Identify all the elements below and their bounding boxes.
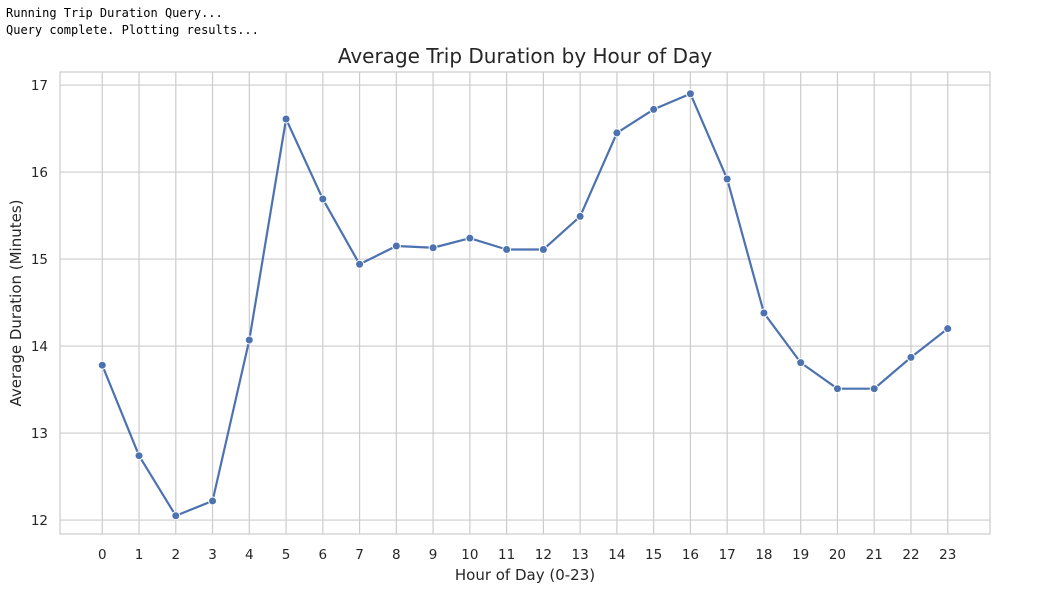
x-tick-label: 14 bbox=[608, 547, 625, 563]
data-point bbox=[281, 114, 291, 124]
data-point bbox=[575, 211, 585, 221]
data-point bbox=[722, 174, 732, 184]
data-point bbox=[649, 104, 659, 114]
x-tick-label: 1 bbox=[135, 547, 144, 563]
y-axis-label: Average Duration (Minutes) bbox=[7, 199, 25, 406]
data-point bbox=[869, 384, 879, 394]
y-tick-label: 13 bbox=[31, 426, 48, 442]
x-tick-label: 8 bbox=[392, 547, 401, 563]
y-tick-label: 14 bbox=[31, 339, 48, 355]
y-tick-label: 17 bbox=[31, 78, 48, 94]
x-tick-label: 17 bbox=[719, 547, 736, 563]
x-tick-label: 9 bbox=[429, 547, 438, 563]
x-tick-label: 6 bbox=[319, 547, 328, 563]
data-point bbox=[502, 244, 512, 254]
data-point bbox=[685, 89, 695, 99]
x-tick-label: 21 bbox=[866, 547, 883, 563]
x-tick-label: 0 bbox=[98, 547, 107, 563]
y-tick-label: 16 bbox=[31, 165, 48, 181]
x-tick-label: 11 bbox=[498, 547, 515, 563]
data-point bbox=[612, 128, 622, 138]
x-tick-label: 10 bbox=[461, 547, 478, 563]
x-tick-label: 12 bbox=[535, 547, 552, 563]
x-tick-label: 19 bbox=[792, 547, 809, 563]
grid-layer bbox=[60, 72, 990, 534]
data-point bbox=[428, 243, 438, 253]
data-point bbox=[97, 360, 107, 370]
x-tick-label: 4 bbox=[245, 547, 254, 563]
x-tick-label: 3 bbox=[208, 547, 217, 563]
chart-title: Average Trip Duration by Hour of Day bbox=[338, 44, 713, 68]
x-tick-label: 15 bbox=[645, 547, 662, 563]
x-tick-label: 16 bbox=[682, 547, 699, 563]
x-tick-label: 18 bbox=[755, 547, 772, 563]
series-layer bbox=[97, 89, 953, 521]
data-point bbox=[318, 194, 328, 204]
data-point bbox=[391, 241, 401, 251]
y-tick-label: 12 bbox=[31, 513, 48, 529]
data-point bbox=[759, 308, 769, 318]
x-tick-label: 5 bbox=[282, 547, 291, 563]
x-tick-label: 20 bbox=[829, 547, 846, 563]
data-point bbox=[208, 496, 218, 506]
data-point bbox=[796, 358, 806, 368]
data-point bbox=[538, 244, 548, 254]
x-tick-label: 7 bbox=[355, 547, 364, 563]
data-point bbox=[465, 233, 475, 243]
console-output: Running Trip Duration Query... Query comp… bbox=[6, 5, 259, 39]
x-tick-label: 23 bbox=[939, 547, 956, 563]
x-tick-label: 13 bbox=[572, 547, 589, 563]
console-line: Running Trip Duration Query... bbox=[6, 6, 223, 20]
data-point bbox=[355, 259, 365, 269]
data-point bbox=[943, 324, 953, 334]
x-tick-label: 2 bbox=[171, 547, 180, 563]
x-axis-label: Hour of Day (0-23) bbox=[455, 566, 595, 584]
data-point bbox=[906, 352, 916, 362]
data-point bbox=[171, 511, 181, 521]
data-point bbox=[244, 335, 254, 345]
y-tick-label: 15 bbox=[31, 252, 48, 268]
series-line bbox=[101, 92, 949, 517]
x-tick-label: 22 bbox=[902, 547, 919, 563]
data-point bbox=[134, 451, 144, 461]
console-line: Query complete. Plotting results... bbox=[6, 23, 259, 37]
tick-labels: 0 1 2 3 4 5 6 7 8 9 10 11 12 13 14 15 16 17 18 19 20 21 22 2312… bbox=[31, 78, 957, 563]
data-point bbox=[832, 384, 842, 394]
plot-area bbox=[59, 71, 991, 535]
